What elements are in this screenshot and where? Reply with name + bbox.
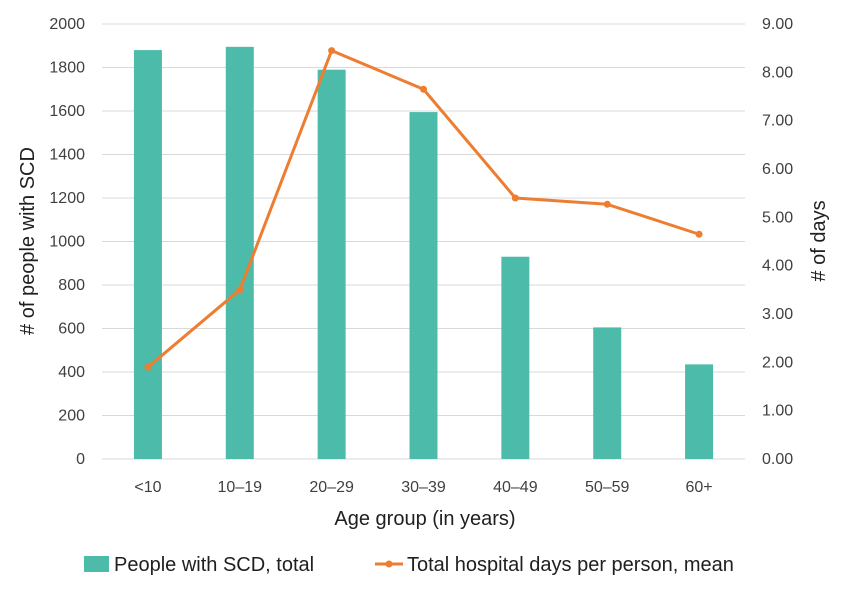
bar-series bbox=[133, 46, 714, 460]
y-tick-label: 2000 bbox=[49, 16, 85, 33]
line-point bbox=[695, 230, 703, 238]
line-point bbox=[328, 47, 336, 55]
y2-tick-label: 5.00 bbox=[762, 209, 793, 226]
y-tick-label: 1000 bbox=[49, 234, 85, 251]
y-axis-title: # of people with SCD bbox=[17, 147, 39, 335]
y-tick-label: 1800 bbox=[49, 60, 85, 77]
y2-tick-label: 8.00 bbox=[762, 64, 793, 81]
y-tick-label: 200 bbox=[58, 408, 85, 425]
line-point bbox=[603, 200, 611, 208]
x-tick-label: <10 bbox=[134, 479, 161, 496]
line-point bbox=[236, 286, 244, 294]
bar bbox=[317, 69, 346, 460]
y2-tick-label: 1.00 bbox=[762, 403, 793, 420]
y2-tick-label: 0.00 bbox=[762, 451, 793, 468]
legend-swatch-marker bbox=[385, 560, 393, 568]
line-point bbox=[144, 363, 152, 371]
x-tick-label: 40–49 bbox=[493, 479, 538, 496]
bar bbox=[501, 256, 530, 459]
bar bbox=[593, 327, 622, 459]
y2-tick-label: 6.00 bbox=[762, 161, 793, 178]
y2-tick-label: 2.00 bbox=[762, 354, 793, 371]
y-tick-label: 800 bbox=[58, 277, 85, 294]
x-tick-label: 60+ bbox=[686, 479, 713, 496]
line-point bbox=[511, 194, 519, 202]
legend-label-bar: People with SCD, total bbox=[114, 554, 314, 576]
bar bbox=[133, 50, 162, 459]
line-point bbox=[420, 85, 427, 93]
legend-swatch-bar bbox=[84, 556, 109, 572]
legend-label-line: Total hospital days per person, mean bbox=[407, 554, 734, 576]
y-tick-label: 400 bbox=[58, 364, 85, 381]
bar bbox=[685, 364, 714, 459]
y2-tick-label: 9.00 bbox=[762, 16, 793, 33]
x-axis-title: Age group (in years) bbox=[334, 508, 515, 530]
x-tick-label: 20–29 bbox=[309, 479, 354, 496]
y2-tick-label: 7.00 bbox=[762, 113, 793, 130]
y-tick-label: 1400 bbox=[49, 147, 85, 164]
y2-axis-title: # of days bbox=[808, 200, 830, 281]
y2-tick-label: 4.00 bbox=[762, 258, 793, 275]
y-tick-label: 600 bbox=[58, 321, 85, 338]
line-series bbox=[144, 47, 703, 371]
x-tick-label: 30–39 bbox=[401, 479, 446, 496]
y-tick-label: 1600 bbox=[49, 103, 85, 120]
y-tick-label: 1200 bbox=[49, 190, 85, 207]
right-axis-ticks: 0.00 1.00 2.00 3.00 4.00 5.00 6.00 7.00 8.00 9.00 bbox=[762, 16, 793, 468]
y2-tick-label: 3.00 bbox=[762, 306, 793, 323]
bar bbox=[225, 46, 254, 460]
x-tick-label: 10–19 bbox=[218, 479, 263, 496]
left-axis-ticks: 0 200 400 600 800 1000 1200 1400 1600 1800 2000 bbox=[49, 16, 85, 468]
y-tick-label: 0 bbox=[76, 451, 85, 468]
legend: People with SCD, total Total hospital da… bbox=[84, 554, 734, 576]
x-axis-ticks: <10 10–19 20–29 30–39 40–49 50–59 60+ bbox=[134, 479, 712, 496]
bar bbox=[409, 112, 438, 460]
x-tick-label: 50–59 bbox=[585, 479, 630, 496]
